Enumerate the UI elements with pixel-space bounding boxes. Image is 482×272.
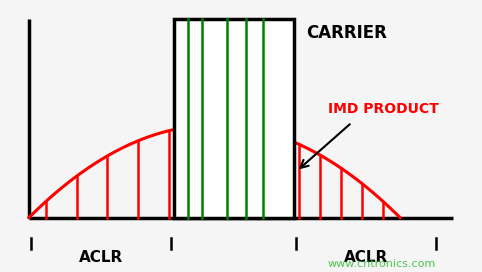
Bar [174,19,294,218]
Text: IMD PRODUCT: IMD PRODUCT [328,102,439,116]
Text: CARRIER: CARRIER [306,24,387,42]
Text: www.cntronics.com: www.cntronics.com [328,259,436,269]
Text: ACLR: ACLR [344,250,388,265]
Text: ACLR: ACLR [79,250,123,265]
